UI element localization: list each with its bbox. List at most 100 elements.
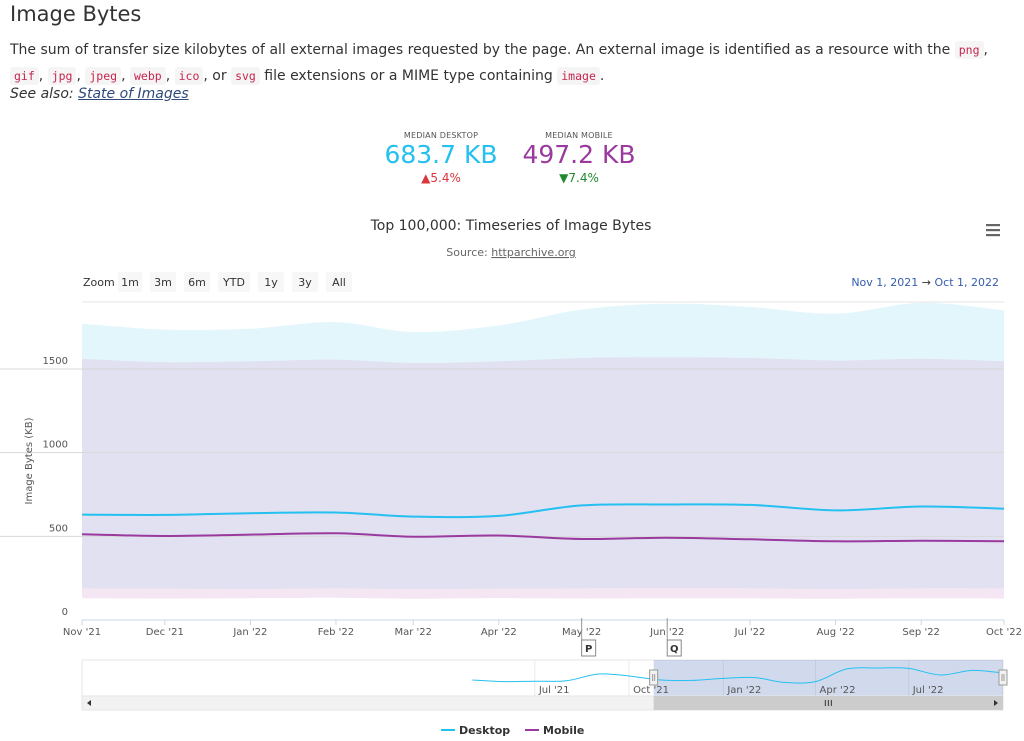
handle-box — [649, 669, 659, 686]
flag-box — [666, 639, 682, 657]
x-tick-label: Aug '22 — [817, 627, 855, 638]
navigator-window[interactable] — [653, 660, 1003, 696]
y-tick-label: 1500 — [43, 356, 68, 367]
navigator-tick-label: Oct '21 — [633, 685, 669, 696]
metric-desktop-label: MEDIAN DESKTOP — [403, 131, 479, 140]
section-title: Image Bytes — [10, 2, 142, 26]
legend-item-mobile[interactable]: Mobile — [525, 724, 584, 737]
hamburger-menu-icon[interactable] — [984, 222, 1002, 238]
series-line-desktop[interactable] — [81, 503, 1005, 519]
see-also: See also: State of Images — [10, 86, 189, 102]
x-tick-label: Oct '22 — [986, 627, 1022, 638]
zoom-button-bg — [258, 272, 284, 292]
zoom-button-label: YTD — [222, 276, 245, 289]
navigator-series — [472, 667, 1004, 684]
arrow-shape — [994, 700, 998, 706]
flag-q[interactable]: Q — [666, 618, 682, 657]
code-jpeg: jpeg — [85, 67, 122, 85]
band-overlap — [82, 357, 1004, 590]
zoom-button-label: 3m — [154, 276, 172, 289]
see-also-label: See also: — [10, 86, 74, 102]
x-tick-label: Jan '22 — [232, 627, 267, 638]
zoom-button-bg — [118, 272, 142, 292]
zoom-button-bg — [184, 272, 210, 292]
zoom-button-6m[interactable]: 6m — [184, 272, 210, 292]
navigator-tick-label: Jul '22 — [912, 685, 944, 696]
subtitle-label: Source: — [446, 246, 488, 259]
flag-p[interactable]: P — [581, 618, 597, 657]
x-tick-label: Apr '22 — [481, 627, 517, 638]
code-gif: gif — [10, 67, 39, 85]
y-axis-title: Image Bytes (KB) — [24, 417, 35, 504]
date-range-display: Nov 1, 2021 → Oct 1, 2022 — [851, 276, 999, 289]
section-description: The sum of transfer size kilobytes of al… — [10, 41, 988, 85]
zoom-button-label: 1y — [264, 276, 278, 289]
handle-box — [998, 669, 1008, 686]
legend-item-desktop[interactable]: Desktop — [441, 724, 510, 737]
zoom-button-bg — [292, 272, 318, 292]
see-also-link[interactable]: State of Images — [78, 86, 189, 102]
y-tick-label: 1000 — [43, 440, 68, 451]
code-image: image — [557, 67, 600, 85]
code-webp: webp — [129, 67, 166, 85]
zoom-button-1m[interactable]: 1m — [118, 272, 142, 292]
legend-label: Mobile — [543, 724, 584, 737]
metric-mobile-change: ▼7.4% — [559, 171, 599, 185]
range-text: Nov 1, 2021 → Oct 1, 2022 — [851, 276, 999, 289]
legend-label: Desktop — [459, 724, 510, 737]
zoom-label: Zoom — [83, 276, 115, 289]
x-tick-label: Nov '21 — [63, 627, 101, 638]
zoom-button-label: 6m — [188, 276, 206, 289]
navigator-tick-label: Jan '22 — [726, 685, 761, 696]
metric-desktop-change: ▲5.4% — [421, 171, 461, 185]
x-tick-label: Dec '21 — [146, 627, 184, 638]
x-tick-label: Jul '22 — [734, 627, 766, 638]
range-from[interactable]: Nov 1, 2021 — [851, 276, 918, 289]
x-tick-label: Sep '22 — [902, 627, 940, 638]
zoom-button-3y[interactable]: 3y — [292, 272, 318, 292]
zoom-button-1y[interactable]: 1y — [258, 272, 284, 292]
y-tick-label: 500 — [49, 523, 68, 534]
x-tick-label: Mar '22 — [394, 627, 432, 638]
navigator-scrollbar[interactable] — [81, 695, 1004, 711]
zoom-button-label: 3y — [298, 276, 312, 289]
zoom-button-label: 1m — [121, 276, 139, 289]
metric-desktop: MEDIAN DESKTOP 683.7 KB ▲5.4% — [376, 131, 506, 185]
scroll-left-arrow-icon[interactable] — [87, 700, 91, 706]
timeseries-chart: Top 100,000: Timeseries of Image Bytes S… — [0, 218, 1022, 737]
x-tick-label: Feb '22 — [318, 627, 354, 638]
zoom-button-all[interactable]: All — [326, 272, 352, 292]
navigator-handle-left[interactable] — [649, 669, 659, 686]
range-to[interactable]: Oct 1, 2022 — [934, 276, 999, 289]
range-arrow: → — [918, 276, 934, 289]
metric-mobile-value: 497.2 KB — [522, 140, 636, 169]
y-tick-label: 0 — [62, 607, 68, 618]
or-text: , or — [203, 68, 227, 84]
navigator: Jul '21 Oct '21 Jan '22 Apr '22 Jul '22 — [81, 659, 1008, 711]
zoom-button-bg — [150, 272, 176, 292]
zoom-button-label: All — [332, 276, 346, 289]
navigator-handle-right[interactable] — [998, 669, 1008, 686]
code-ico: ico — [174, 67, 204, 85]
code-svg: svg — [231, 67, 260, 85]
legend: Desktop Mobile — [441, 724, 584, 737]
code-png: png — [954, 41, 984, 59]
scroll-right-arrow-icon[interactable] — [994, 700, 998, 706]
x-axis: Nov '21 Dec '21 Jan '22 Feb '22 Mar '22 Apr '… — [63, 619, 1022, 638]
zoom-button-3m[interactable]: 3m — [150, 272, 176, 292]
percentile-bands — [82, 302, 1004, 599]
zoom-button-bg — [326, 272, 352, 292]
navigator-tick-label: Jul '21 — [538, 685, 570, 696]
zoom-controls: Zoom 1m 3m 6m YTD 1y 3y All — [83, 272, 352, 292]
zoom-button-bg — [218, 272, 250, 292]
chart-subtitle: Source: httparchive.org — [446, 246, 576, 259]
desc-text-1: The sum of transfer size kilobytes of al… — [10, 42, 951, 58]
metric-mobile: MEDIAN MOBILE 497.2 KB ▼7.4% — [514, 131, 644, 185]
series-line-mobile[interactable] — [81, 532, 1005, 543]
zoom-button-ytd[interactable]: YTD — [218, 272, 250, 292]
series-lines — [81, 503, 1005, 543]
subtitle-link[interactable]: httparchive.org — [491, 246, 576, 259]
y-axis: 0 500 1000 1500 Image Bytes (KB) — [24, 356, 68, 618]
metric-desktop-value: 683.7 KB — [384, 140, 498, 169]
